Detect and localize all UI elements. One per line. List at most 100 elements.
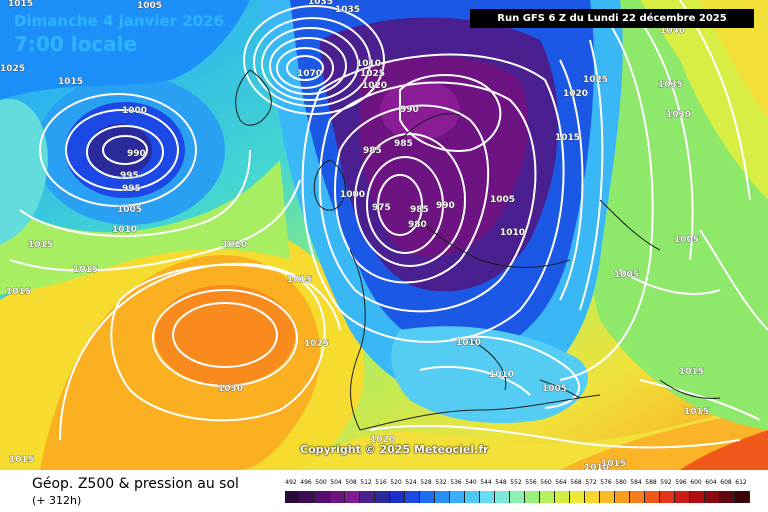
scale-color-swatch	[600, 491, 615, 503]
isobar-label: 1030	[218, 384, 243, 394]
scale-color-swatch	[450, 491, 465, 503]
scale-color-swatch	[315, 491, 330, 503]
isobar-label: 1005	[674, 235, 699, 245]
scale-tick-label: 500	[315, 479, 327, 486]
isobar-label: 1025	[304, 339, 329, 349]
scale-color-swatch	[585, 491, 600, 503]
scale-color-swatch	[435, 491, 450, 503]
isobar-label: 1015	[28, 240, 53, 250]
scale-color-swatch	[720, 491, 735, 503]
isobar-label: 1010	[584, 463, 609, 470]
scale-tick-label: 540	[465, 479, 477, 486]
isobar-label: 975	[372, 203, 391, 213]
isobar-label: 980	[408, 220, 427, 230]
scale-color-swatch	[645, 491, 660, 503]
scale-tick-label: 592	[660, 479, 672, 486]
isobar-label: 1015	[684, 407, 709, 417]
forecast-lead-time: (+ 312h)	[32, 494, 82, 507]
isobar-label: 1005	[117, 205, 142, 215]
isobar-label: 1020	[362, 81, 387, 91]
scale-color-swatch	[465, 491, 480, 503]
forecast-date: Dimanche 4 janvier 2026	[14, 12, 225, 30]
isobar-label: 1015	[601, 459, 626, 469]
isobar-label: 1025	[583, 75, 608, 85]
isobar-label: 1025	[0, 64, 25, 74]
isobars-atlantic-low	[9, 93, 301, 272]
map-footer: Géop. Z500 & pression au sol (+ 312h) 49…	[0, 470, 768, 512]
scale-color-swatch	[555, 491, 570, 503]
isobar-label: 990	[400, 105, 419, 115]
isobar-label: 1070	[297, 69, 322, 79]
scale-tick-label: 568	[570, 479, 582, 486]
scale-tick-label: 516	[375, 479, 387, 486]
isobar-label: 1025	[360, 69, 385, 79]
isobar-label: 1030	[666, 110, 691, 120]
isobar-label: 1010	[489, 370, 514, 380]
isobar-label: 1020	[222, 240, 247, 250]
scale-color-swatch	[375, 491, 390, 503]
isobar-label: 1035	[308, 0, 333, 7]
scale-color-swatch	[630, 491, 645, 503]
isobar-label: 1015	[8, 0, 33, 9]
scale-tick-label: 552	[510, 479, 522, 486]
isobar-label: 1035	[658, 80, 683, 90]
isobar-label: 985	[410, 205, 429, 215]
scale-color-swatch	[495, 491, 510, 503]
scale-color-swatch	[405, 491, 420, 503]
scale-color-swatch	[615, 491, 630, 503]
isobar-labels: 1005 1035 1035 1010 1070 1025 1020 990 1…	[0, 0, 709, 470]
scale-tick-label: 556	[525, 479, 537, 486]
isobar-label: 990	[436, 201, 455, 211]
isobar-label: 1005	[614, 270, 639, 280]
product-title: Géop. Z500 & pression au sol	[32, 476, 239, 492]
isobar-label: 1020	[370, 435, 395, 445]
scale-color-swatch	[705, 491, 720, 503]
isobar-label: 1010	[112, 225, 137, 235]
isobar-label: 1010	[356, 59, 381, 69]
scale-color-swatch	[420, 491, 435, 503]
isobar-label: 1005	[490, 195, 515, 205]
scale-color-swatch	[690, 491, 705, 503]
isobar-label: 990	[127, 149, 146, 159]
scale-tick-label: 560	[540, 479, 552, 486]
scale-tick-label: 564	[555, 479, 567, 486]
scale-color-swatch	[675, 491, 690, 503]
scale-color-swatch	[330, 491, 345, 503]
isobar-label: 995	[120, 171, 139, 181]
scale-tick-label: 532	[435, 479, 447, 486]
isobar-label: 1015	[679, 367, 704, 377]
isobar-label: 1015	[6, 287, 31, 297]
scale-tick-label: 492	[285, 479, 297, 486]
scale-color-swatch	[510, 491, 525, 503]
scale-tick-label: 548	[495, 479, 507, 486]
scale-tick-label: 544	[480, 479, 492, 486]
scale-tick-label: 576	[600, 479, 612, 486]
isobar-label: 1005	[542, 384, 567, 394]
isobar-label: 1010	[500, 228, 525, 238]
isobar-label: 985	[363, 146, 382, 156]
scale-tick-label: 508	[345, 479, 357, 486]
isobar-label: 1005	[137, 1, 162, 11]
weather-map: 1005 1035 1035 1010 1070 1025 1020 990 1…	[0, 0, 768, 470]
color-scale-legend: 492 496 500 504 508 512 516 520 524 528 532 536 540 5…	[285, 479, 753, 506]
z500-band-cyan-west	[0, 98, 48, 246]
scale-tick-label: 584	[630, 479, 642, 486]
model-run-info: Run GFS 6 Z du Lundi 22 décembre 2025	[470, 9, 754, 28]
scale-tick-label: 504	[330, 479, 342, 486]
isobar-label: 1010	[456, 338, 481, 348]
scale-tick-label: 572	[585, 479, 597, 486]
isobar-label: 1015	[555, 133, 580, 143]
coastlines	[235, 69, 721, 431]
isobar-label: 1015	[73, 265, 98, 275]
scale-tick-label: 588	[645, 479, 657, 486]
isobar-label: 1015	[287, 275, 312, 285]
isobar-label: 1015	[9, 455, 34, 465]
scale-color-swatch	[360, 491, 375, 503]
z500-band-green-atlantic	[0, 160, 290, 295]
scale-tick-label: 524	[405, 479, 417, 486]
scale-color-swatch	[390, 491, 405, 503]
isobar-label: 1020	[563, 89, 588, 99]
copyright-notice: Copyright © 2025 Meteociel.fr	[300, 443, 489, 456]
isobars-greenland-high	[243, 5, 385, 115]
scale-color-swatch	[570, 491, 585, 503]
